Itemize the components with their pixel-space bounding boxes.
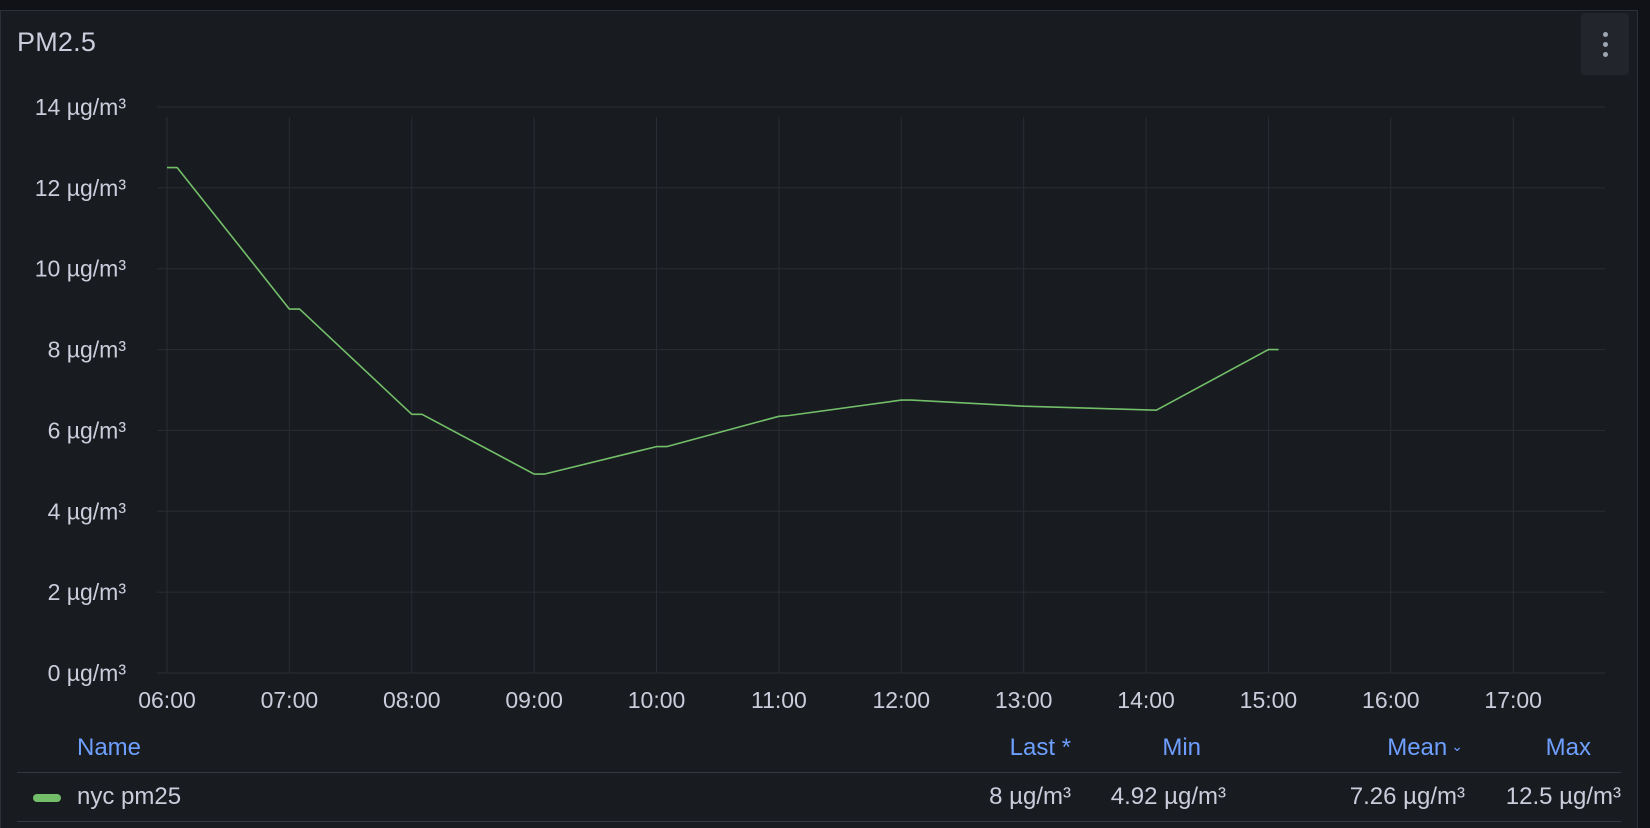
x-tick-label: 11:00 [751, 687, 807, 711]
timeseries-panel: PM2.5 0 µg/m³ 2 µg/m³ 4 µg/m³ 6 µg/m³ 8 µg/m… [0, 10, 1638, 828]
menu-dot-icon [1602, 51, 1608, 57]
data-point [1268, 349, 1269, 350]
legend-header-mean-label: Mean [1387, 734, 1448, 761]
y-tick-label: 10 µg/m³ [35, 256, 127, 282]
x-tick-label: 13:00 [995, 687, 1053, 711]
data-point [544, 474, 545, 475]
data-point [1278, 349, 1279, 350]
y-tick-label: 2 µg/m³ [48, 579, 127, 605]
x-tick-label: 16:00 [1362, 687, 1420, 711]
data-point [534, 474, 535, 475]
x-tick-label: 10:00 [628, 687, 686, 711]
panel-menu-button[interactable] [1581, 13, 1629, 75]
legend-value-last: 8 µg/m³ [989, 783, 1071, 810]
data-point [177, 167, 178, 168]
panel-title: PM2.5 [17, 27, 97, 57]
data-point [167, 167, 168, 168]
chevron-down-icon: ⌄ [1451, 738, 1463, 755]
legend-header-max[interactable]: Max [1545, 734, 1591, 761]
x-tick-label: 06:00 [138, 687, 196, 711]
data-point [421, 414, 422, 415]
x-tick-label: 12:00 [873, 687, 931, 711]
data-point [789, 415, 790, 416]
series-layer [167, 166, 1279, 475]
data-point [901, 400, 902, 401]
y-tick-label: 8 µg/m³ [48, 337, 127, 363]
legend-header-min[interactable]: Min [1162, 734, 1201, 761]
data-point [656, 446, 657, 447]
y-tick-label: 0 µg/m³ [48, 660, 127, 686]
x-axis: 06:00 07:00 08:00 09:00 10:00 11:00 12:00 13:00… [138, 687, 1542, 711]
legend-header-name[interactable]: Name [77, 734, 142, 761]
legend-series-name[interactable]: nyc pm25 [77, 783, 182, 810]
legend-value-min: 4.92 µg/m³ [1110, 783, 1226, 810]
series-line [167, 166, 1279, 475]
x-tick-label: 07:00 [261, 687, 319, 711]
legend-row[interactable]: nyc pm25 8 µg/m³ 4.92 µg/m³ 7.26 µg/m³ 1… [17, 773, 1621, 822]
x-tick-label: 17:00 [1484, 687, 1542, 711]
series-color-swatch[interactable] [33, 794, 61, 802]
y-tick-label: 12 µg/m³ [35, 175, 127, 201]
legend-table: Name Last * Min Mean ⌄ Max nyc pm25 8 µg/… [17, 724, 1621, 822]
data-point [1023, 406, 1024, 407]
x-tick-label: 09:00 [505, 687, 563, 711]
menu-dot-icon [1602, 41, 1608, 47]
legend-value-mean: 7.26 µg/m³ [1349, 783, 1465, 810]
y-axis: 0 µg/m³ 2 µg/m³ 4 µg/m³ 6 µg/m³ 8 µg/m³ 10 µg… [35, 94, 127, 686]
legend-header-mean[interactable]: Mean ⌄ [1387, 734, 1463, 762]
data-point [778, 416, 779, 417]
y-tick-label: 6 µg/m³ [48, 417, 127, 443]
legend-header-row: Name Last * Min Mean ⌄ Max [17, 724, 1621, 773]
data-point [1156, 410, 1157, 411]
data-point [911, 400, 912, 401]
data-point [299, 309, 300, 310]
legend-value-max: 12.5 µg/m³ [1505, 783, 1621, 810]
line-chart[interactable]: 0 µg/m³ 2 µg/m³ 4 µg/m³ 6 µg/m³ 8 µg/m³ 10 µg… [1, 11, 1637, 711]
y-tick-label: 4 µg/m³ [48, 498, 127, 524]
y-tick-label: 14 µg/m³ [35, 94, 127, 120]
chart-grid [157, 106, 1605, 674]
x-tick-label: 08:00 [383, 687, 441, 711]
data-point [666, 446, 667, 447]
legend-header-last[interactable]: Last * [1009, 734, 1071, 761]
x-tick-label: 14:00 [1117, 687, 1175, 711]
x-tick-label: 15:00 [1240, 687, 1298, 711]
menu-dot-icon [1602, 31, 1608, 37]
data-point [411, 414, 412, 415]
data-point [289, 309, 290, 310]
